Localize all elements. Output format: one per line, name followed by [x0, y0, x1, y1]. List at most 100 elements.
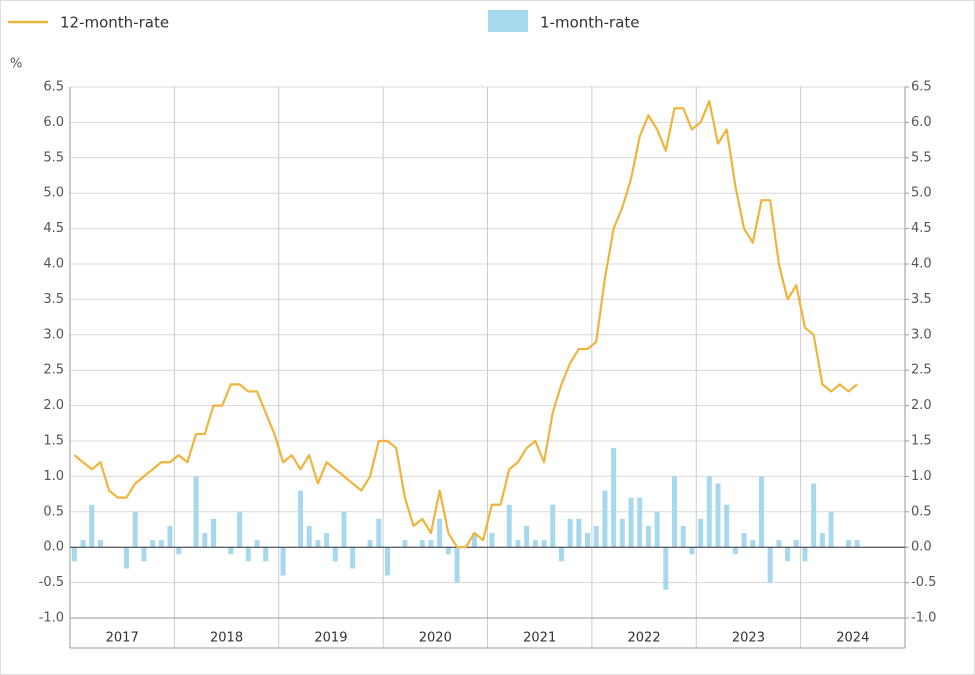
bar [654, 511, 660, 548]
y-tick-label: 6.0 [43, 115, 64, 130]
bar [454, 547, 460, 583]
bar [663, 547, 669, 590]
bar [428, 540, 434, 548]
bar [150, 540, 156, 548]
bar [280, 547, 286, 576]
legend-label: 1-month-rate [540, 14, 640, 32]
bar [706, 476, 712, 548]
bar [402, 540, 408, 548]
x-tick-label: 2022 [628, 631, 661, 646]
bar [324, 533, 330, 548]
bar [602, 490, 608, 548]
bar [541, 540, 547, 548]
bar [384, 547, 390, 576]
bar [167, 525, 173, 548]
bar [689, 547, 695, 555]
bar [593, 525, 599, 548]
bar [80, 540, 86, 548]
bar [802, 547, 808, 562]
bar [263, 547, 269, 562]
bar [767, 547, 773, 583]
x-tick-label: 2024 [836, 631, 869, 646]
y-tick-label: 5.5 [43, 150, 64, 165]
legend-label: 12-month-rate [60, 14, 169, 32]
bar [776, 540, 782, 548]
y2-tick-label: 4.0 [911, 257, 932, 272]
bar [245, 547, 251, 562]
x-tick-label: 2020 [419, 631, 452, 646]
bar [228, 547, 234, 555]
y-tick-label: 6.5 [43, 80, 64, 95]
bar [845, 540, 851, 548]
bar [419, 540, 425, 548]
bar [306, 525, 312, 548]
bar [367, 540, 373, 548]
bar [350, 547, 356, 569]
y-tick-label: 5.0 [43, 186, 64, 201]
bar [211, 518, 217, 548]
y-tick-label: 4.0 [43, 257, 64, 272]
x-tick-label: 2018 [210, 631, 243, 646]
bar [524, 525, 530, 548]
y2-tick-label: 1.5 [911, 434, 932, 449]
bar [71, 547, 77, 562]
y2-tick-label: 0.5 [911, 504, 932, 519]
bar [89, 504, 95, 548]
y-tick-label: 0.0 [43, 540, 64, 555]
y2-tick-label: -1.0 [911, 611, 936, 626]
bar [341, 511, 347, 548]
y-tick-label: 2.5 [43, 363, 64, 378]
bar [619, 518, 625, 548]
y2-tick-label: 1.0 [911, 469, 932, 484]
bar [176, 547, 182, 555]
line [73, 100, 858, 549]
y2-tick-label: 3.5 [911, 292, 932, 307]
bar [532, 540, 538, 548]
bar [819, 533, 825, 548]
bar [741, 533, 747, 548]
y2-tick-label: 2.5 [911, 363, 932, 378]
bar [785, 547, 791, 562]
bar [558, 547, 564, 562]
x-tick-label: 2023 [732, 631, 765, 646]
y2-tick-label: 6.0 [911, 115, 932, 130]
y2-tick-label: 5.0 [911, 186, 932, 201]
bar [193, 476, 199, 548]
bar [680, 525, 686, 548]
bar [811, 483, 817, 548]
y2-tick-label: 4.5 [911, 221, 932, 236]
y2-tick-label: 2.0 [911, 398, 932, 413]
bar [628, 497, 634, 548]
y2-tick-label: 0.0 [911, 540, 932, 555]
bar [515, 540, 521, 548]
bar [854, 540, 860, 548]
y-tick-label: 3.0 [43, 327, 64, 342]
x-tick-label: 2021 [523, 631, 556, 646]
y2-tick-label: -0.5 [911, 575, 936, 590]
y-unit: % [10, 57, 22, 72]
y-tick-label: 4.5 [43, 221, 64, 236]
x-tick-label: 2017 [106, 631, 139, 646]
bar [489, 533, 495, 548]
bar [698, 518, 704, 548]
y2-tick-label: 6.5 [911, 80, 932, 95]
bar [202, 533, 208, 548]
bar [732, 547, 738, 555]
bar [645, 525, 651, 548]
bar [585, 533, 591, 548]
y-tick-label: -1.0 [39, 611, 64, 626]
bar [724, 504, 730, 548]
x-tick-label: 2019 [314, 631, 347, 646]
bar [124, 547, 130, 569]
bar [158, 540, 164, 548]
bar [445, 547, 451, 555]
bar [793, 540, 799, 548]
legend: 12-month-rate 1-month-rate [8, 10, 640, 32]
bar [471, 533, 477, 548]
y-tick-label: 1.5 [43, 434, 64, 449]
bar [672, 476, 678, 548]
bar [332, 547, 338, 562]
bar [141, 547, 147, 562]
legend-swatch [488, 10, 528, 32]
